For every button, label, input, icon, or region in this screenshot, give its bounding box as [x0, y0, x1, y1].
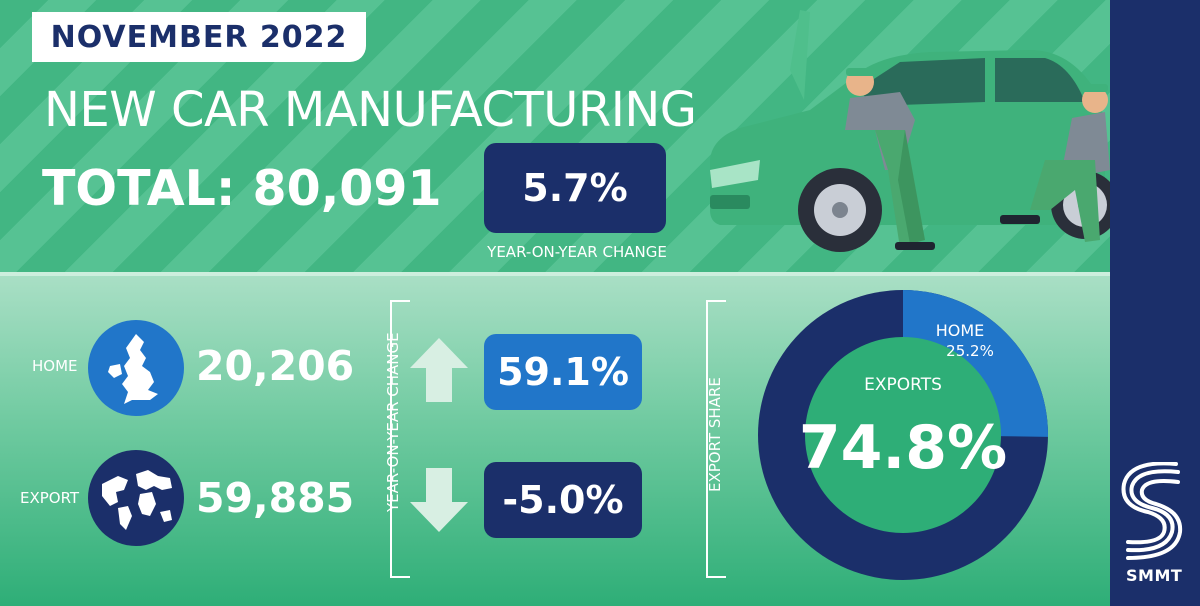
yoy-section-label: YEAR-ON-YEAR CHANGE: [384, 332, 402, 512]
arrow-down-icon: [410, 468, 468, 532]
export-share-bracket: [706, 300, 726, 578]
globe-icon: [88, 450, 184, 546]
page-title: NEW CAR MANUFACTURING: [44, 82, 697, 138]
export-share-donut: HOME 25.2% EXPORTS 74.8%: [758, 290, 1048, 580]
home-change-badge: 59.1%: [484, 334, 642, 410]
export-label: EXPORT: [20, 489, 80, 507]
total-production: TOTAL: 80,091: [42, 160, 442, 217]
export-volume: 59,885: [196, 474, 355, 522]
donut-center: [805, 337, 1001, 533]
yoy-change-badge: 5.7%: [484, 143, 666, 233]
arrow-up-icon: [410, 338, 468, 402]
export-change-badge: -5.0%: [484, 462, 642, 538]
exports-share-value: 74.8%: [799, 413, 1007, 483]
home-label: HOME: [32, 357, 78, 375]
yoy-bracket: [390, 300, 410, 578]
month-badge: NOVEMBER 2022: [32, 12, 366, 62]
home-share-label: HOME: [936, 321, 985, 340]
brand-name: SMMT: [1126, 566, 1183, 585]
car-mechanics-illustration: [710, 10, 1110, 252]
home-share-value: 25.2%: [946, 342, 994, 360]
uk-map-icon: [88, 320, 184, 416]
yoy-change-label: YEAR-ON-YEAR CHANGE: [487, 243, 667, 261]
section-divider: [0, 272, 1110, 276]
smmt-logo-icon: [1121, 462, 1183, 560]
export-share-label: EXPORT SHARE: [706, 377, 724, 492]
exports-share-label: EXPORTS: [864, 375, 942, 395]
home-volume: 20,206: [196, 342, 355, 390]
